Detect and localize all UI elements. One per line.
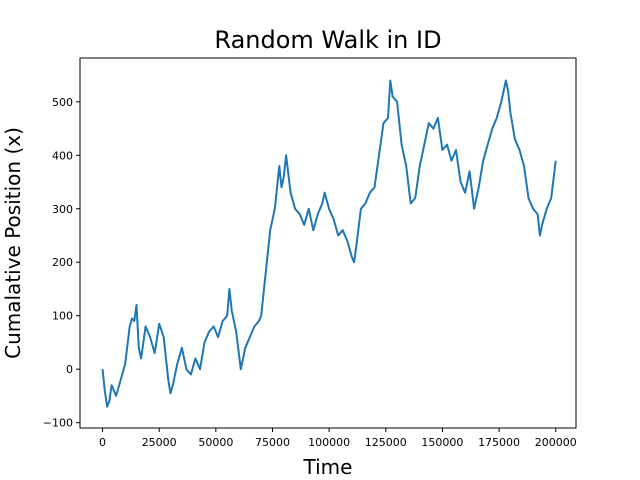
chart-title: Random Walk in ID <box>214 26 441 54</box>
y-axis-ticks: −100 0 100 200 300 400 500 <box>43 96 80 430</box>
y-tick-label: 500 <box>52 96 73 109</box>
x-tick-label: 175000 <box>478 436 520 449</box>
x-axis-ticks: 0 25000 50000 75000 100000 125000 150000 175000… <box>99 428 577 449</box>
y-tick-label: 400 <box>52 149 73 162</box>
x-tick-label: 50000 <box>198 436 233 449</box>
x-tick-label: 25000 <box>142 436 177 449</box>
x-tick-label: 100000 <box>308 436 350 449</box>
y-axis-label: Cumalative Position (x) <box>1 127 25 359</box>
x-tick-label: 200000 <box>535 436 577 449</box>
y-tick-label: 300 <box>52 203 73 216</box>
x-axis-label: Time <box>303 455 353 479</box>
y-tick-label: −100 <box>43 417 73 430</box>
y-tick-label: 100 <box>52 310 73 323</box>
x-tick-label: 75000 <box>255 436 290 449</box>
series-line-0 <box>101 79 557 408</box>
x-tick-label: 0 <box>99 436 106 449</box>
x-tick-label: 150000 <box>421 436 463 449</box>
y-tick-label: 200 <box>52 256 73 269</box>
x-tick-label: 125000 <box>365 436 407 449</box>
y-tick-label: 0 <box>66 363 73 376</box>
plot-frame <box>79 57 577 429</box>
